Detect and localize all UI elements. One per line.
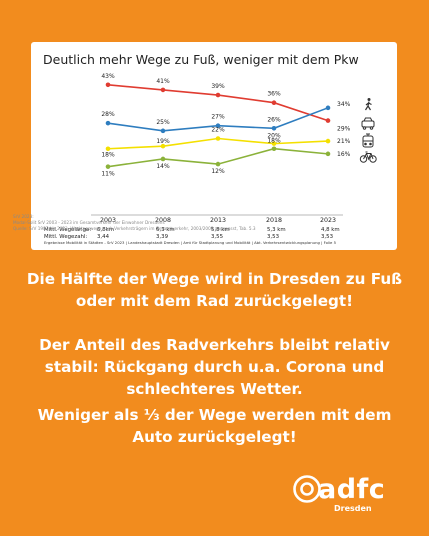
data-point-1-3 [271, 125, 277, 131]
note-line-2: Modal-Split SrV 2003 - 2023 im Gesamtver… [13, 220, 165, 225]
note-line-3: Quelle: SrV 1987 bis 2023, Werktagswege … [13, 226, 256, 231]
data-point-0-3 [271, 100, 277, 105]
message-3-line-2: Auto zurückgelegt! [132, 428, 297, 446]
data-label-1-0: 28% [101, 111, 115, 118]
data-point-2-2 [215, 136, 221, 141]
car-icon [361, 117, 375, 130]
data-label-2-2: 22% [211, 127, 225, 134]
data-point-0-2 [215, 92, 221, 98]
data-point-1-1 [160, 128, 166, 134]
data-point-2-1 [160, 143, 166, 149]
metric-label-length: Mittl. Wegelänge: [44, 227, 92, 233]
message-1: Die Hälfte der Wege wird in Dresden zu F… [20, 268, 409, 312]
metric-length-2023: 4,8 km [321, 227, 340, 233]
slide-footer: Ergebnisse Mobilität in Städten - SrV 20… [44, 240, 337, 245]
line-chart: 2003 2008 2013 2018 2023 43% 41% 39% 36% 29% 28% 25… [91, 73, 377, 224]
data-point-1-2 [215, 123, 221, 129]
data-label-1-3: 26% [267, 116, 281, 123]
message-2-line-1: Der Anteil des Radverkehrs bleibt relati… [39, 336, 390, 354]
message-3: Weniger als ⅓ der Wege werden mit dem Au… [20, 404, 409, 448]
data-label-3-2: 12% [211, 168, 225, 175]
data-label-1-1: 25% [156, 119, 170, 126]
data-point-2-0 [105, 146, 111, 152]
pedestrian-icon [364, 98, 372, 111]
message-1-line-1: Die Hälfte der Wege wird in Dresden zu F… [26, 270, 403, 288]
data-label-2-3: 20% [267, 133, 281, 140]
data-label-0-4: 29% [337, 126, 351, 133]
x-tick-label-2013: 2013 [210, 217, 226, 224]
adfc-logo-text: adfc [318, 474, 386, 505]
data-label-3-1: 14% [156, 163, 170, 170]
data-label-3-3: 18% [267, 138, 281, 145]
data-label-2-0: 18% [101, 152, 115, 159]
x-tick-label-2003: 2003 [100, 217, 116, 224]
message-2-line-3: schlechteres Wetter. [126, 380, 303, 398]
data-label-1-2: 27% [211, 114, 225, 121]
data-label-0-0: 43% [101, 73, 115, 80]
message-2: Der Anteil des Radverkehrs bleibt relati… [20, 334, 409, 400]
data-point-3-4 [325, 151, 331, 157]
data-point-3-3 [271, 146, 277, 152]
data-point-0-4 [325, 118, 331, 123]
metric-length-2018: 5,3 km [267, 227, 286, 233]
data-point-3-1 [160, 156, 166, 162]
data-point-1-0 [105, 120, 111, 126]
metric-length-2008: 6,3 km [156, 227, 175, 233]
tram-icon [362, 133, 374, 148]
data-label-2-4: 21% [337, 138, 351, 145]
message-1-line-2: oder mit dem Rad zurückgelegt! [75, 292, 354, 310]
data-label-1-4: 34% [337, 101, 351, 108]
data-label-2-1: 19% [156, 138, 170, 145]
metric-count-2023: 3,53 [321, 234, 334, 240]
message-2-line-2: stabil: Rückgang durch u.a. Corona und [44, 358, 385, 376]
metric-count-2018: 3,53 [267, 234, 280, 240]
metric-label-count: Mittl. Wegezahl: [44, 234, 88, 240]
data-point-3-0 [105, 164, 111, 169]
data-point-2-4 [325, 138, 331, 144]
adfc-logo-subtitle: Dresden [334, 504, 372, 513]
metric-length-2003: 6,8km [97, 227, 114, 233]
x-tick-label-2023: 2023 [320, 217, 336, 224]
data-label-3-0: 11% [101, 171, 115, 178]
metric-count-2013: 3,55 [211, 234, 224, 240]
chart-card: Deutlich mehr Wege zu Fuß, weniger mit d… [31, 42, 397, 250]
data-label-0-2: 39% [211, 83, 225, 90]
message-3-line-1: Weniger als ⅓ der Wege werden mit dem [37, 406, 392, 424]
data-point-0-1 [160, 87, 166, 93]
metric-count-2003: 3,44 [97, 234, 110, 240]
data-label-0-1: 41% [156, 78, 170, 85]
bicycle-icon [359, 151, 377, 163]
data-label-0-3: 36% [267, 91, 281, 98]
x-tick-label-2018: 2018 [266, 217, 282, 224]
data-point-0-0 [105, 82, 111, 88]
metric-count-2008: 3,39 [156, 234, 169, 240]
data-point-3-2 [215, 161, 221, 167]
note-line-1: SrV 2023: [13, 214, 34, 219]
data-point-1-4 [325, 105, 331, 111]
adfc-logo-icon [293, 475, 321, 503]
metric-length-2013: 5,8 km [211, 227, 230, 233]
x-tick-label-2008: 2008 [155, 217, 171, 224]
chart-title: Deutlich mehr Wege zu Fuß, weniger mit d… [43, 52, 359, 67]
data-point-2-3 [271, 141, 277, 146]
data-label-3-4: 16% [337, 151, 351, 158]
